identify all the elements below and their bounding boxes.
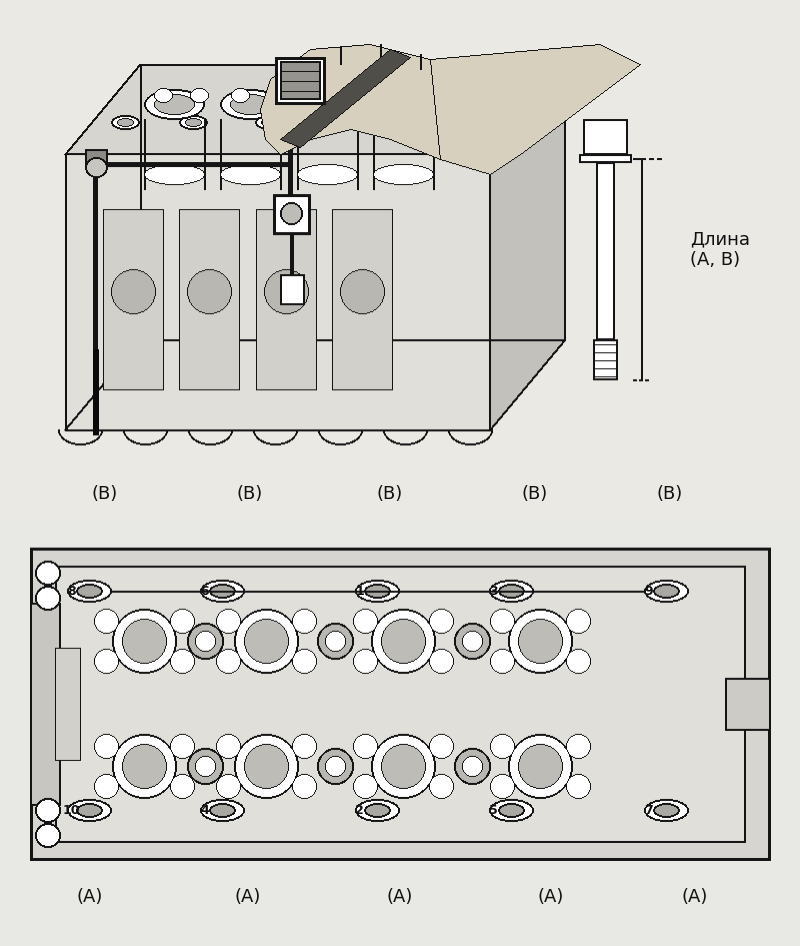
Text: (В): (В) [92,485,118,503]
Text: (В): (В) [377,485,403,503]
Text: 5: 5 [489,803,498,816]
Text: 2: 2 [355,803,364,816]
Text: (А): (А) [235,888,261,906]
Text: 8: 8 [67,586,75,598]
Text: 6: 6 [200,586,209,598]
Text: 10: 10 [62,803,80,816]
Text: 4: 4 [200,803,209,816]
Text: (А): (А) [538,888,564,906]
Text: (А): (А) [387,888,413,906]
Text: 9: 9 [644,586,653,598]
Text: 7: 7 [644,803,653,816]
Text: 1: 1 [355,586,364,598]
Text: Длина
(А, В): Длина (А, В) [690,231,750,270]
Text: (В): (В) [522,485,548,503]
Text: (А): (А) [77,888,103,906]
Text: (А): (А) [682,888,708,906]
Text: 3: 3 [489,586,498,598]
Text: (В): (В) [657,485,683,503]
Text: (В): (В) [237,485,263,503]
